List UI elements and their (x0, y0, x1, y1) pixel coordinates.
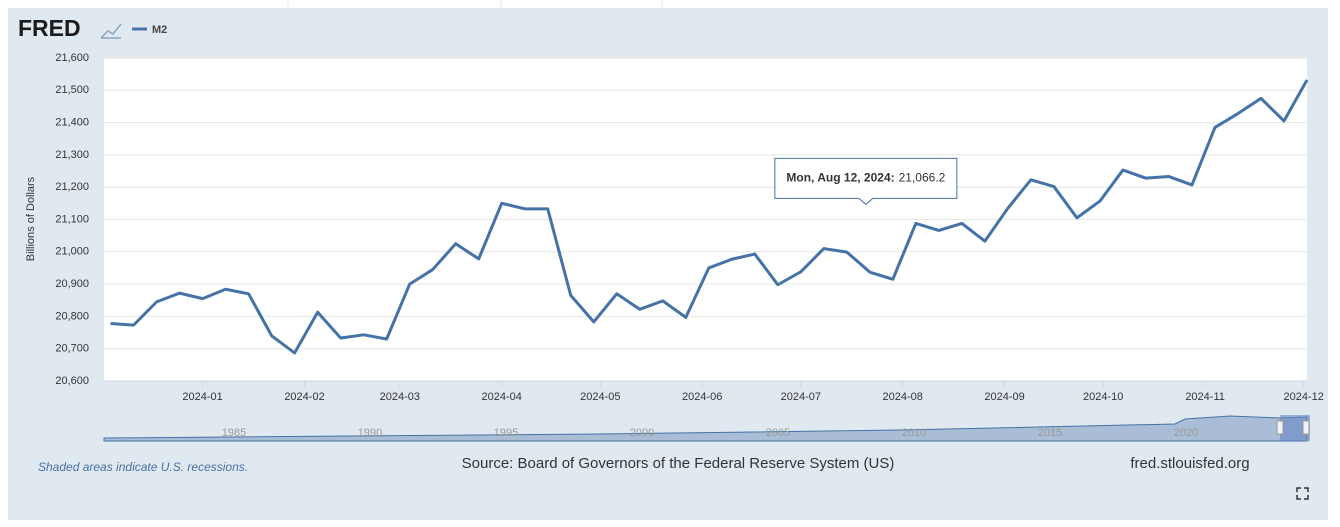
x-tick-label: 2024-04 (482, 391, 522, 403)
x-tick-label: 2024-12 (1284, 391, 1324, 403)
navigator-year: 1985 (222, 427, 246, 439)
x-tick-label: 2024-02 (284, 391, 324, 403)
y-tick-label: 20,600 (55, 375, 89, 387)
y-tick-label: 21,400 (55, 117, 89, 129)
tooltip-date: Mon, Aug 12, 2024: (786, 171, 894, 185)
tooltip-box (774, 157, 958, 206)
tooltip: Mon, Aug 12, 2024: 21,066.2 (774, 157, 958, 206)
logo: FRED (18, 15, 81, 41)
source: Source: Board of Governors of the Federa… (462, 455, 895, 472)
navigator-year: 1995 (494, 427, 518, 439)
y-tick-label: 21,100 (55, 213, 89, 225)
fullscreen-icon[interactable] (1296, 487, 1309, 500)
y-tick-label: 21,200 (55, 181, 89, 193)
x-tick-label: 2024-08 (883, 391, 923, 403)
x-tick-label: 2024-11 (1185, 391, 1225, 403)
y-tick-label: 20,800 (55, 310, 89, 322)
navigator-year: 1990 (358, 427, 382, 439)
series-line (110, 79, 1309, 355)
navigator-year: 2015 (1038, 427, 1062, 439)
tooltip-text: Mon, Aug 12, 2024: 21,066.2 (786, 171, 945, 185)
y-tick-label: 20,700 (55, 343, 89, 355)
site[interactable]: fred.stlouisfed.org (1130, 455, 1249, 472)
y-tick-label: 21,300 (55, 149, 89, 161)
navigator-year: 2010 (902, 427, 926, 439)
navigator-series (103, 415, 1308, 442)
x-tick-label: 2024-06 (682, 391, 722, 403)
x-tick-label: 2024-10 (1083, 391, 1123, 403)
navigator-year: 2005 (766, 427, 790, 439)
x-tick-label: 2024-01 (182, 391, 222, 403)
tooltip-value: 21,066.2 (899, 171, 946, 185)
y-tick-label: 21,000 (55, 246, 89, 258)
navigator-year: 2000 (630, 427, 654, 439)
x-tick-label: 2024-09 (984, 391, 1024, 403)
x-tick-label: 2024-03 (380, 391, 420, 403)
navigator-year: 2020 (1174, 427, 1198, 439)
y-tick-label: 21,600 (55, 52, 89, 64)
y-tick-label: 20,900 (55, 278, 89, 290)
legend-label[interactable]: M2 (152, 24, 167, 36)
navigator-handle[interactable] (1276, 420, 1284, 435)
recession-note: Shaded areas indicate U.S. recessions. (38, 460, 248, 474)
y-axis-label: Billions of Dollars (25, 176, 37, 261)
x-tick-label: 2024-05 (580, 391, 620, 403)
x-tick-label: 2024-07 (781, 391, 821, 403)
logo-icon (100, 23, 122, 39)
navigator-handle[interactable] (1302, 420, 1310, 435)
y-tick-label: 21,500 (55, 84, 89, 96)
